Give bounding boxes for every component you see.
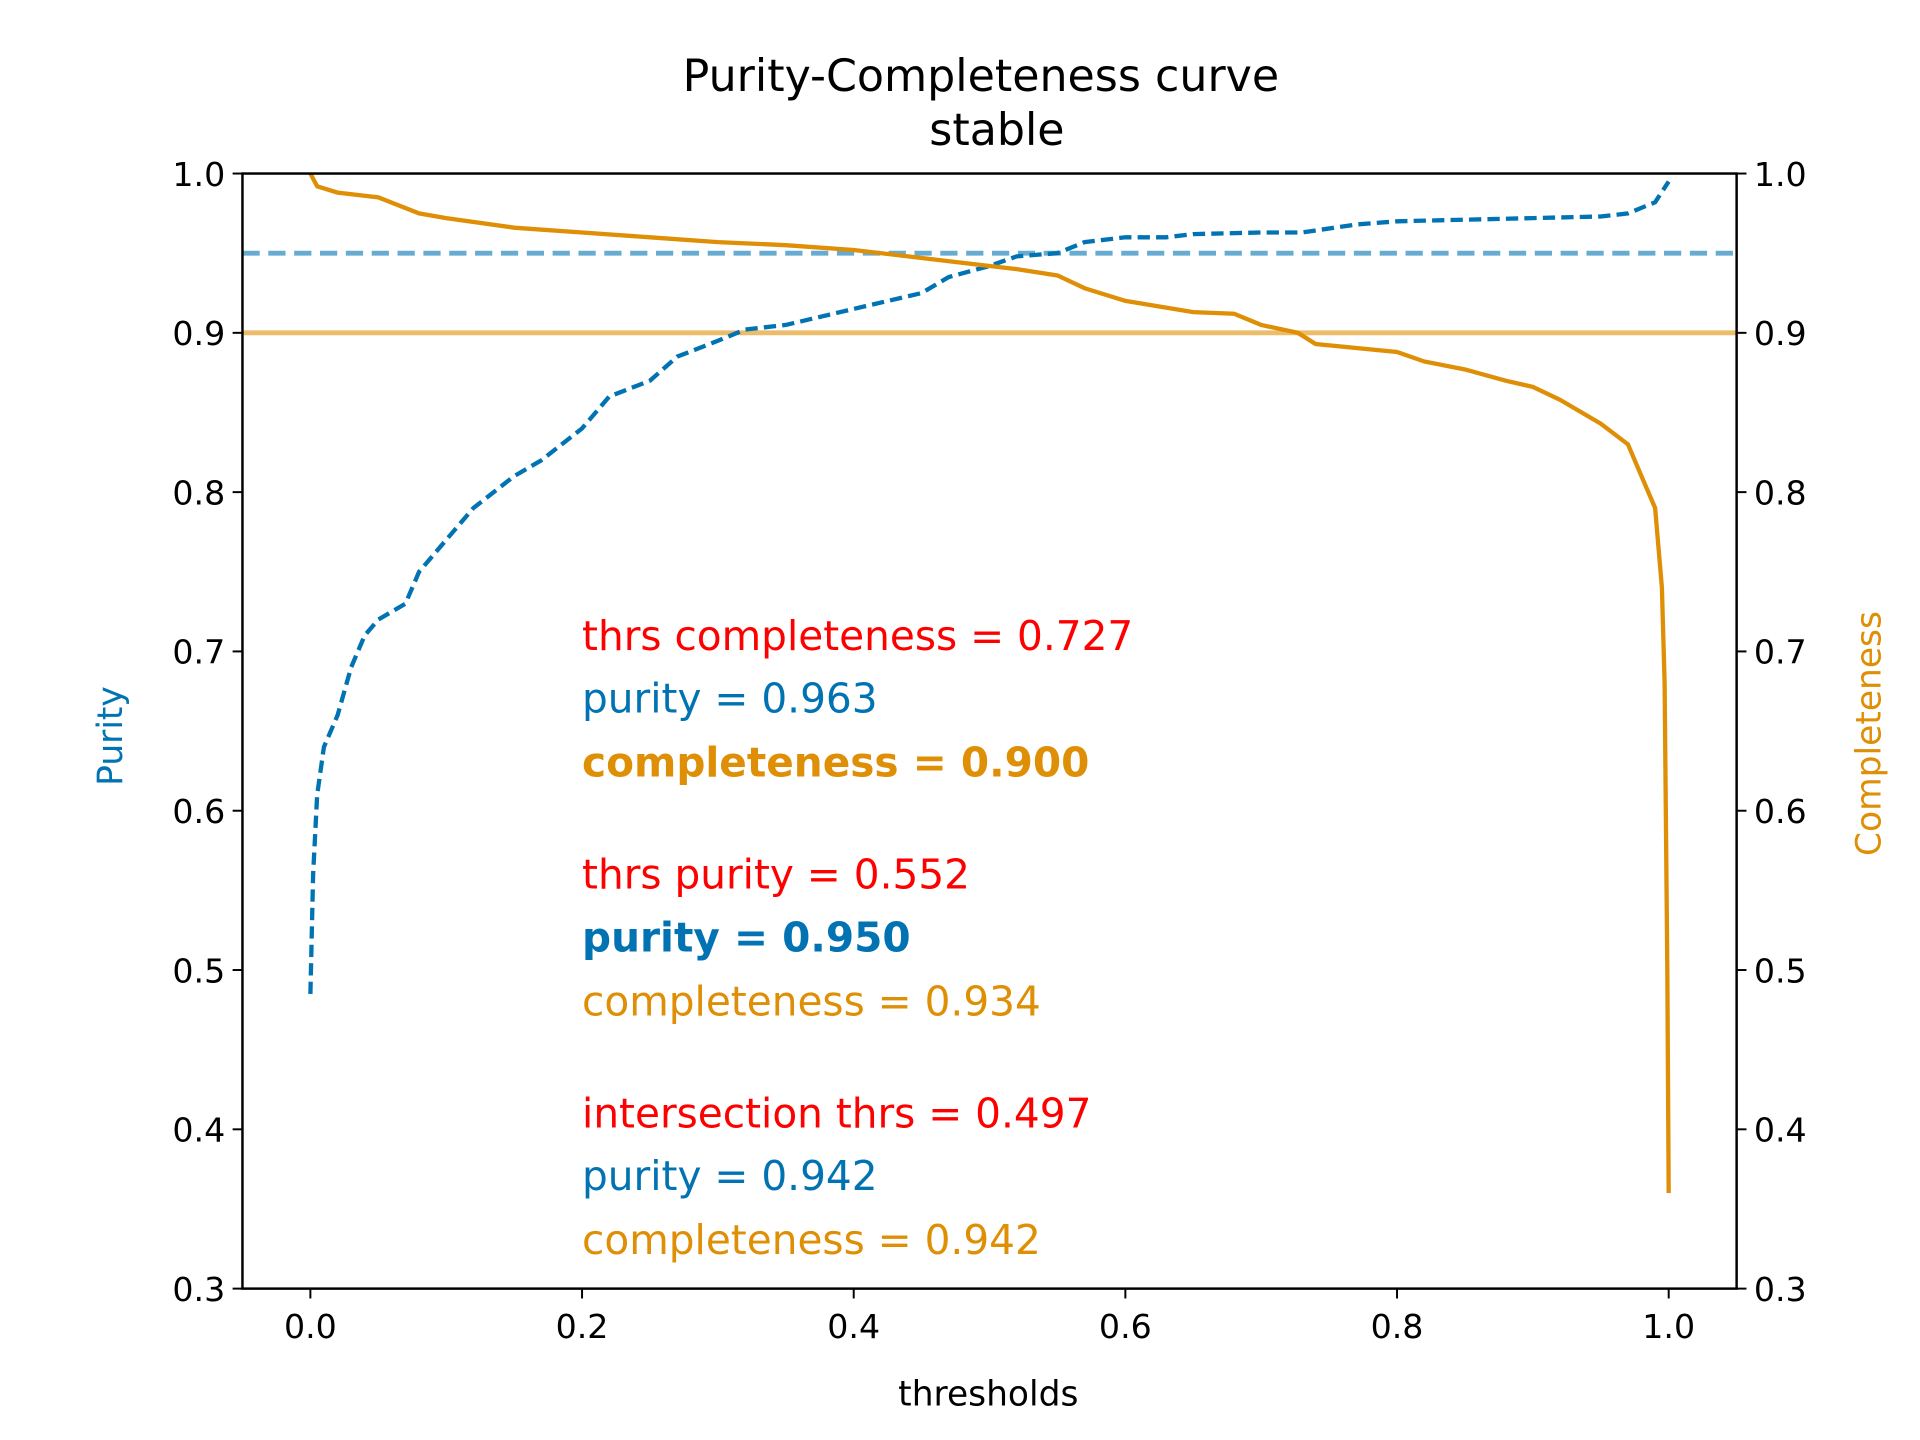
- y-axis-label-right: Completeness: [1850, 611, 1890, 856]
- y-axis-label-left: Purity: [91, 686, 131, 786]
- annotation-text: intersection thrs = 0.497: [582, 1089, 1091, 1137]
- series-line-purity: [308, 180, 1671, 995]
- y-tick-label-left: 1.0: [172, 155, 225, 194]
- x-tick-label: 0.2: [556, 1307, 609, 1346]
- annotation-text: completeness = 0.900: [582, 739, 1089, 787]
- y-tick-label-right: 1.0: [1754, 155, 1807, 194]
- annotation-text: completeness = 0.934: [582, 977, 1041, 1025]
- y-tick-label-left: 0.7: [172, 633, 225, 672]
- y-tick-label-left: 0.9: [172, 314, 225, 353]
- chart-title: Purity-Completeness curve: [683, 51, 1279, 102]
- annotation-text: thrs purity = 0.552: [582, 851, 970, 899]
- y-tick-label-right: 0.9: [1754, 314, 1807, 353]
- y-tick-label-left: 0.4: [172, 1111, 225, 1150]
- series-line-completeness: [308, 172, 1671, 1193]
- y-tick-label-right: 0.5: [1754, 951, 1807, 990]
- y-tick-label-right: 0.7: [1754, 633, 1807, 672]
- axes-frame: [241, 172, 1738, 1290]
- x-tick-label: 0.4: [827, 1307, 880, 1346]
- annotation-text: completeness = 0.942: [582, 1216, 1041, 1264]
- y-tick-label-left: 0.5: [172, 951, 225, 990]
- x-tick-label: 0.8: [1371, 1307, 1424, 1346]
- annotation-text: thrs completeness = 0.727: [582, 612, 1133, 660]
- x-tick-label: 0.0: [284, 1307, 337, 1346]
- y-tick-label-right: 0.6: [1754, 792, 1807, 831]
- annotation-text: purity = 0.950: [582, 913, 911, 961]
- y-tick-label-left: 0.8: [172, 473, 225, 512]
- x-axis-label: thresholds: [898, 1375, 1078, 1415]
- y-tick-label-left: 0.3: [172, 1270, 225, 1309]
- y-tick-label-left: 0.6: [172, 792, 225, 831]
- y-tick-label-right: 0.3: [1754, 1270, 1807, 1309]
- x-tick-label: 1.0: [1642, 1307, 1695, 1346]
- y-tick-label-right: 0.8: [1754, 473, 1807, 512]
- chart-subtitle: stable: [929, 105, 1064, 156]
- annotation-text: purity = 0.963: [582, 675, 878, 723]
- x-tick-label: 0.6: [1099, 1307, 1152, 1346]
- y-tick-label-right: 0.4: [1754, 1111, 1807, 1150]
- annotation-text: purity = 0.942: [582, 1152, 878, 1200]
